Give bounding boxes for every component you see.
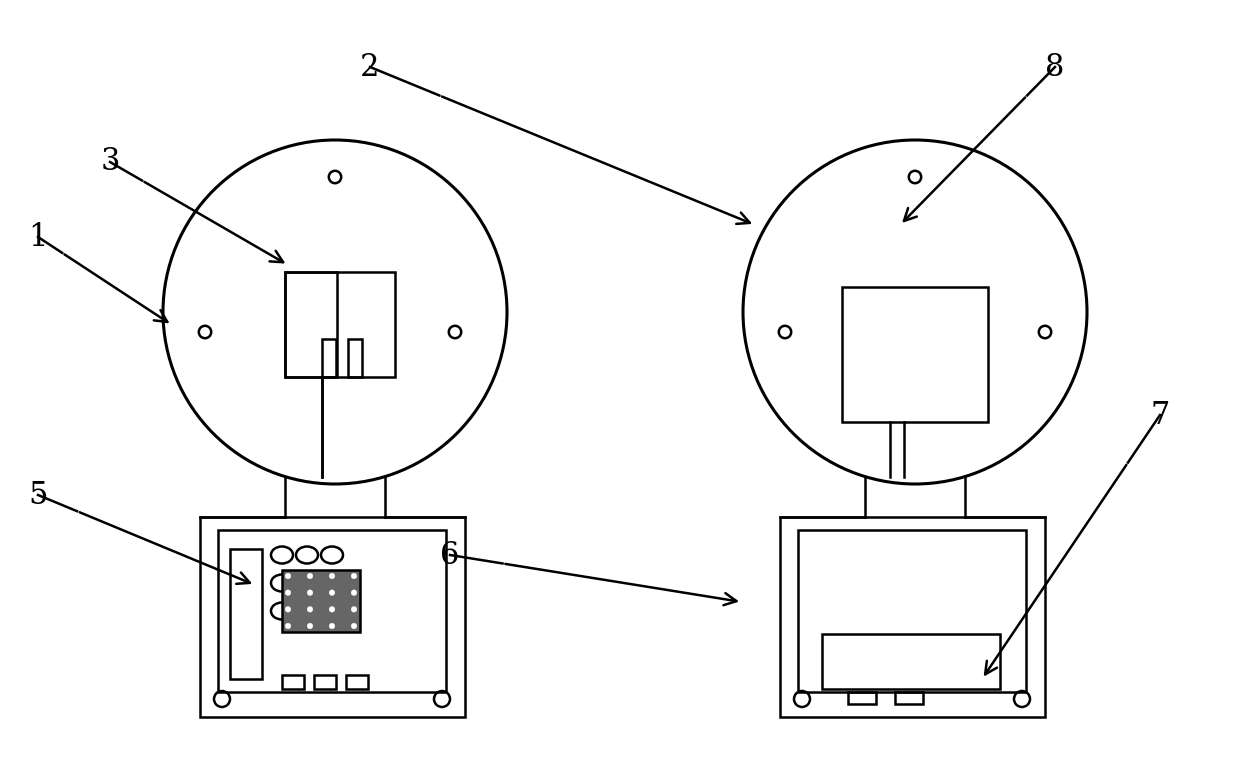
Circle shape — [308, 590, 312, 595]
Circle shape — [351, 573, 357, 579]
Text: 5: 5 — [29, 479, 48, 511]
Circle shape — [308, 624, 312, 629]
Bar — [322, 339, 336, 377]
Text: 1: 1 — [29, 222, 48, 252]
Circle shape — [308, 607, 312, 612]
Circle shape — [308, 573, 312, 579]
Circle shape — [329, 607, 335, 612]
Bar — [822, 634, 999, 689]
Circle shape — [285, 624, 291, 629]
Bar — [848, 692, 875, 704]
Circle shape — [329, 624, 335, 629]
Text: 2: 2 — [361, 51, 379, 83]
Bar — [348, 339, 362, 377]
Bar — [229, 549, 262, 679]
Bar — [346, 675, 368, 689]
Bar — [285, 272, 396, 377]
Circle shape — [351, 590, 357, 595]
Bar — [842, 287, 988, 422]
Text: 7: 7 — [1151, 400, 1169, 430]
Text: 3: 3 — [100, 146, 120, 177]
Circle shape — [285, 607, 291, 612]
Bar — [281, 675, 304, 689]
Bar — [200, 517, 465, 717]
Bar — [285, 272, 337, 377]
Text: 8: 8 — [1045, 51, 1065, 83]
Bar — [281, 570, 360, 632]
Bar — [218, 530, 446, 692]
Circle shape — [329, 590, 335, 595]
Bar — [799, 530, 1025, 692]
Bar — [780, 517, 1045, 717]
Circle shape — [351, 624, 357, 629]
Text: 6: 6 — [440, 539, 460, 571]
Bar — [895, 692, 923, 704]
Bar — [314, 675, 336, 689]
Circle shape — [329, 573, 335, 579]
Circle shape — [285, 573, 291, 579]
Circle shape — [285, 590, 291, 595]
Circle shape — [351, 607, 357, 612]
